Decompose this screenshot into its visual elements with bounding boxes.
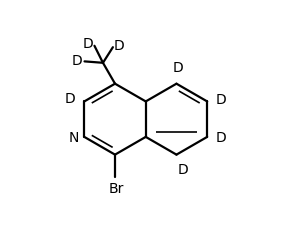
Text: D: D: [72, 54, 83, 68]
Text: D: D: [172, 61, 183, 75]
Text: D: D: [177, 163, 188, 177]
Text: D: D: [65, 92, 76, 106]
Text: D: D: [114, 39, 124, 53]
Text: D: D: [216, 93, 226, 107]
Text: N: N: [69, 131, 79, 145]
Text: Br: Br: [109, 183, 124, 196]
Text: D: D: [216, 131, 226, 145]
Text: D: D: [83, 37, 94, 51]
